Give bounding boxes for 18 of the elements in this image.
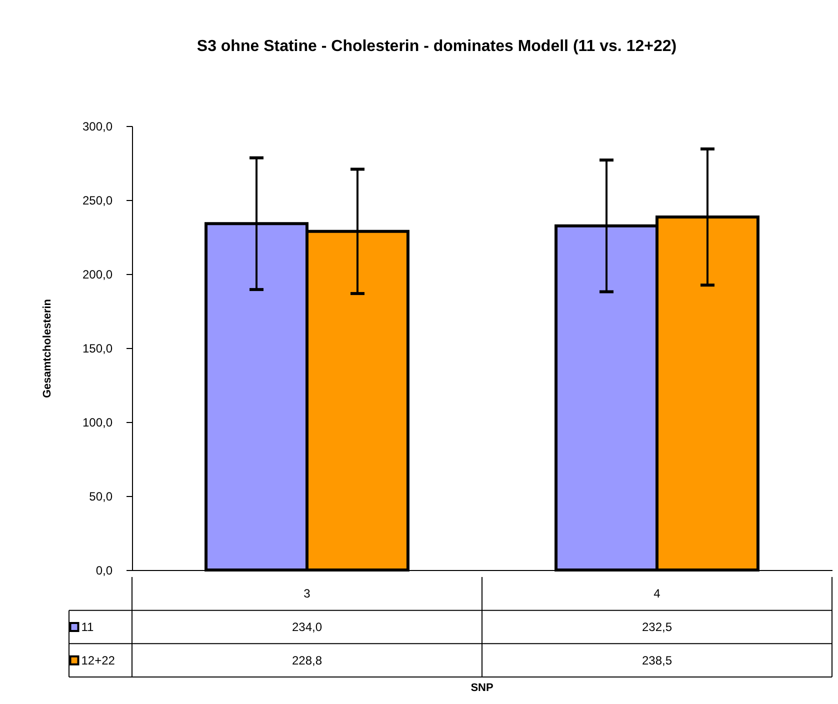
x-tick-label: 3 [304,586,311,601]
legend-label: 12+22 [81,653,116,668]
data-label: 232,5 [642,620,672,634]
y-tick-label: 150,0 [82,342,113,356]
x-tick-label: 4 [654,586,661,601]
data-label: 238,5 [642,653,672,668]
legend-label: 11 [81,620,94,634]
data-label: 228,8 [292,653,322,668]
text: SNP [470,682,494,694]
y-tick-label: 0,0 [96,564,113,578]
y-axis-title: Gesamtcholesterin [41,298,54,398]
data-label: 234,0 [292,620,322,634]
y-tick-label: 300,0 [82,120,113,134]
chart-title: S3 ohne Statine - Cholesterin - dominates Modell (11 vs. 12+22) [196,38,677,55]
y-tick-label: 100,0 [82,416,113,430]
y-tick-label: 200,0 [82,268,113,282]
y-tick-label: 50,0 [89,490,113,504]
y-tick-label: 250,0 [82,194,113,208]
